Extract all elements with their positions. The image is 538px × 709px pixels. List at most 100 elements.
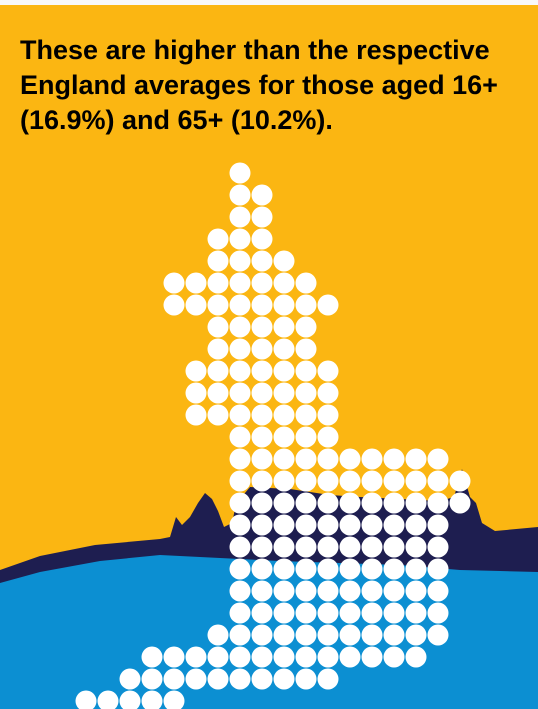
map-dot: [163, 668, 185, 690]
map-dot: [317, 558, 339, 580]
map-dot: [251, 602, 273, 624]
map-dot: [251, 624, 273, 646]
map-dot: [251, 558, 273, 580]
map-dot: [405, 470, 427, 492]
map-dot: [251, 580, 273, 602]
map-dot: [229, 492, 251, 514]
map-dot: [207, 250, 229, 272]
map-dot: [317, 602, 339, 624]
map-dot: [449, 492, 471, 514]
map-dot: [229, 162, 251, 184]
map-dot: [427, 470, 449, 492]
map-dot: [229, 382, 251, 404]
map-dot: [251, 448, 273, 470]
map-dot: [251, 250, 273, 272]
map-dot: [229, 602, 251, 624]
map-dot: [251, 382, 273, 404]
map-dot: [361, 470, 383, 492]
map-dot: [229, 294, 251, 316]
map-dot: [75, 690, 97, 709]
map-dot: [427, 514, 449, 536]
map-dot: [251, 668, 273, 690]
map-dot: [361, 602, 383, 624]
map-dot: [405, 580, 427, 602]
map-dot: [405, 602, 427, 624]
map-dot: [427, 558, 449, 580]
map-dot: [427, 580, 449, 602]
map-dot: [383, 492, 405, 514]
map-dot: [361, 646, 383, 668]
map-dot: [295, 316, 317, 338]
map-dot: [251, 492, 273, 514]
map-dot: [251, 228, 273, 250]
map-dot: [185, 382, 207, 404]
map-dot: [295, 426, 317, 448]
map-dot: [229, 272, 251, 294]
map-dot: [317, 536, 339, 558]
map-dot: [251, 206, 273, 228]
map-dot: [361, 514, 383, 536]
map-dot: [207, 316, 229, 338]
map-dot: [207, 404, 229, 426]
map-dot: [229, 624, 251, 646]
map-dot: [295, 668, 317, 690]
map-dot: [317, 470, 339, 492]
map-dot: [251, 514, 273, 536]
map-dot: [273, 426, 295, 448]
map-dot: [207, 294, 229, 316]
map-dot: [207, 382, 229, 404]
map-dot: [229, 206, 251, 228]
map-dot: [273, 360, 295, 382]
map-dot: [339, 624, 361, 646]
map-dot: [207, 272, 229, 294]
map-dot: [361, 492, 383, 514]
map-dot: [361, 624, 383, 646]
map-dot: [295, 602, 317, 624]
map-dot: [229, 536, 251, 558]
map-dot: [119, 690, 141, 709]
map-dot: [273, 580, 295, 602]
map-dot: [405, 558, 427, 580]
map-dot: [273, 558, 295, 580]
map-dot: [361, 536, 383, 558]
map-dot: [361, 580, 383, 602]
map-dot: [383, 580, 405, 602]
map-dot: [295, 272, 317, 294]
map-dot: [383, 448, 405, 470]
map-dot: [229, 184, 251, 206]
map-dot: [229, 514, 251, 536]
map-dot: [251, 404, 273, 426]
map-dot: [317, 492, 339, 514]
map-dot: [405, 492, 427, 514]
map-dot: [207, 668, 229, 690]
england-dot-map-icon: [75, 162, 471, 709]
map-dot: [229, 448, 251, 470]
map-dot: [361, 558, 383, 580]
map-dot: [339, 514, 361, 536]
map-dot: [339, 646, 361, 668]
map-dot: [383, 558, 405, 580]
map-dot: [251, 294, 273, 316]
map-dot: [185, 646, 207, 668]
map-dot: [251, 338, 273, 360]
map-dot: [185, 668, 207, 690]
map-dot: [295, 470, 317, 492]
map-dot: [251, 536, 273, 558]
map-dot: [383, 514, 405, 536]
map-dot: [317, 360, 339, 382]
map-dot: [251, 184, 273, 206]
map-dot: [295, 558, 317, 580]
map-dot: [295, 338, 317, 360]
map-dot: [119, 668, 141, 690]
map-dot: [229, 668, 251, 690]
map-dot: [295, 536, 317, 558]
map-dot: [273, 470, 295, 492]
map-dot: [317, 404, 339, 426]
map-dot: [295, 448, 317, 470]
map-dot: [383, 646, 405, 668]
map-dot: [449, 470, 471, 492]
map-dot: [383, 624, 405, 646]
map-dot: [273, 250, 295, 272]
map-dot: [405, 536, 427, 558]
map-dot: [273, 448, 295, 470]
